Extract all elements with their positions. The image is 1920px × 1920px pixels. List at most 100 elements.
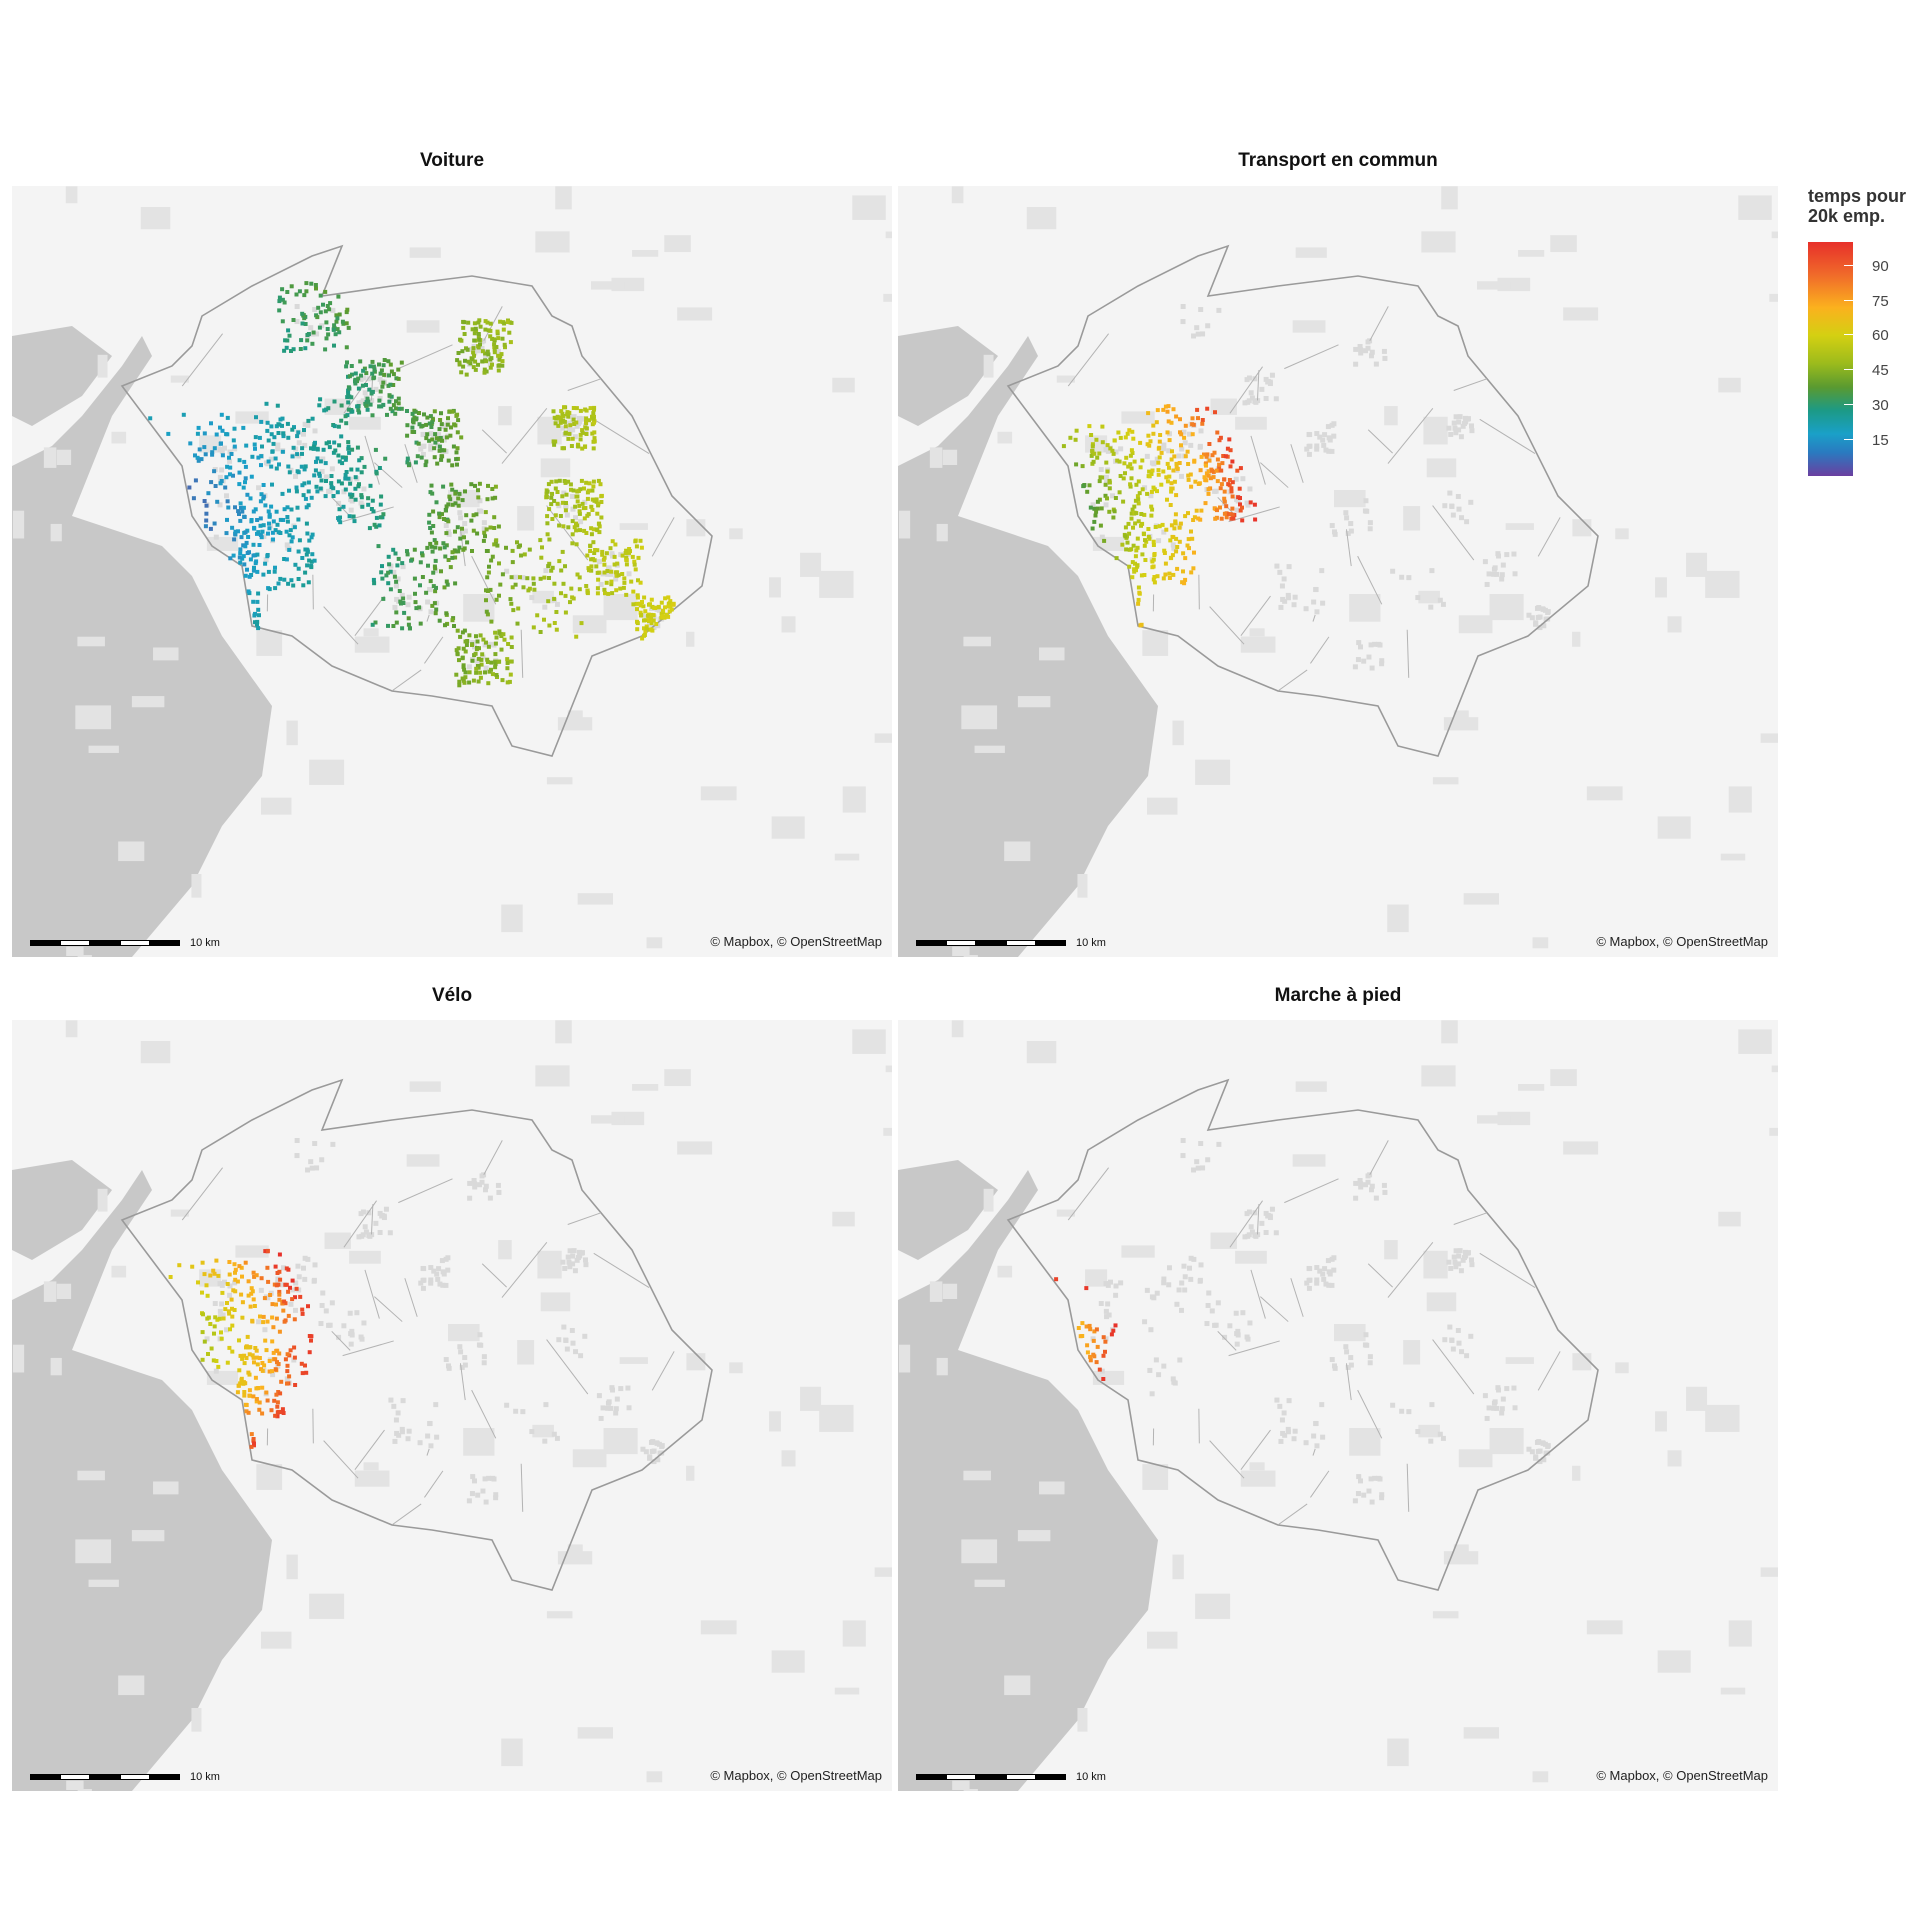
accessibility-cell	[212, 521, 217, 526]
accessibility-cell	[515, 540, 519, 545]
built-up-cell	[1320, 1434, 1326, 1440]
accessibility-cell	[281, 1308, 286, 1313]
accessibility-cell	[460, 655, 465, 660]
urban-area	[1572, 1465, 1581, 1481]
map-transport-en-commun[interactable]: 10 km © Mapbox, © OpenStreetMap	[898, 186, 1778, 957]
built-up-cell	[434, 1271, 440, 1277]
built-up-cell	[625, 1385, 631, 1391]
built-up-cell	[1442, 1337, 1448, 1343]
built-up-cell	[1188, 1255, 1194, 1261]
commune-boundary	[1369, 1140, 1389, 1175]
accessibility-cell	[612, 554, 617, 559]
accessibility-cell	[622, 580, 627, 585]
urban-area	[1387, 1738, 1409, 1767]
accessibility-cell	[594, 497, 599, 502]
built-up-cell	[1161, 446, 1167, 452]
urban-area	[1728, 786, 1752, 813]
accessibility-cell	[377, 466, 382, 470]
accessibility-cell	[359, 373, 363, 378]
accessibility-cell	[456, 418, 461, 423]
accessibility-cell	[479, 662, 484, 667]
accessibility-cell	[1149, 489, 1154, 494]
accessibility-cell	[452, 624, 456, 628]
accessibility-cell	[272, 569, 277, 574]
accessibility-cell	[355, 404, 360, 409]
built-up-cell	[1259, 1220, 1265, 1226]
accessibility-cell	[1125, 431, 1130, 436]
built-up-cell	[263, 460, 269, 466]
built-up-cell	[305, 1256, 311, 1262]
built-up-cell	[504, 568, 510, 574]
accessibility-cell	[351, 514, 356, 519]
built-up-cell	[570, 1261, 576, 1267]
accessibility-cell	[391, 624, 396, 628]
accessibility-cell	[356, 386, 361, 391]
accessibility-cell	[313, 440, 317, 445]
built-up-cell	[482, 1476, 488, 1482]
accessibility-cell	[270, 1315, 275, 1320]
accessibility-cell	[370, 413, 375, 418]
accessibility-cell	[667, 609, 672, 614]
accessibility-cell	[254, 1348, 259, 1353]
accessibility-cell	[1129, 448, 1134, 453]
accessibility-cell	[464, 643, 469, 647]
accessibility-cell	[574, 406, 579, 411]
accessibility-cell	[575, 572, 580, 577]
accessibility-cell	[1149, 513, 1154, 518]
accessibility-cell	[1142, 573, 1147, 577]
accessibility-cell	[1186, 511, 1190, 516]
accessibility-cell	[260, 444, 264, 449]
accessibility-cell	[442, 448, 447, 453]
accessibility-cell	[546, 564, 551, 569]
built-up-cell	[440, 1282, 446, 1288]
accessibility-cell	[353, 377, 358, 382]
accessibility-cell	[575, 499, 580, 504]
accessibility-cell	[304, 281, 309, 286]
accessibility-cell	[225, 517, 229, 522]
accessibility-cell	[463, 670, 468, 675]
urban-area	[963, 636, 991, 647]
accessibility-cell	[1230, 480, 1235, 485]
accessibility-cell	[474, 647, 479, 652]
built-up-cell	[1249, 1229, 1255, 1235]
built-up-cell	[566, 425, 572, 431]
accessibility-cell	[454, 450, 459, 455]
accessibility-cell	[445, 582, 450, 587]
built-up-cell	[436, 432, 442, 438]
accessibility-cell	[1213, 410, 1217, 415]
urban-area	[97, 1188, 108, 1212]
map-velo[interactable]: 10 km © Mapbox, © OpenStreetMap	[12, 1020, 892, 1791]
built-up-cell	[1244, 500, 1250, 506]
accessibility-cell	[1155, 408, 1160, 413]
accessibility-cell	[252, 525, 257, 530]
accessibility-cell	[453, 529, 457, 534]
accessibility-cell	[277, 1252, 282, 1257]
built-up-cell	[1314, 1265, 1320, 1271]
accessibility-cell	[1088, 1327, 1093, 1332]
accessibility-cell	[1152, 575, 1157, 579]
built-up-cell	[1465, 1250, 1471, 1256]
built-up-cell	[383, 1206, 389, 1212]
accessibility-cell	[472, 338, 477, 343]
accessibility-cell	[457, 360, 462, 365]
accessibility-cell	[471, 365, 476, 370]
accessibility-cell	[391, 403, 396, 408]
accessibility-cell	[553, 421, 558, 426]
built-up-cell	[1353, 1195, 1359, 1201]
map-voiture[interactable]: 10 km © Mapbox, © OpenStreetMap	[12, 186, 892, 957]
accessibility-cell	[438, 418, 443, 422]
commune-boundary	[459, 1363, 466, 1401]
built-up-cell	[1322, 432, 1328, 438]
accessibility-cell	[482, 370, 487, 375]
built-up-cell	[554, 1435, 560, 1441]
accessibility-cell	[280, 423, 284, 428]
map-marche-a-pied[interactable]: 10 km © Mapbox, © OpenStreetMap	[898, 1020, 1778, 1791]
built-up-cell	[443, 523, 449, 529]
accessibility-cell	[1167, 438, 1172, 443]
accessibility-cell	[200, 1330, 205, 1335]
accessibility-cell	[306, 1304, 310, 1309]
accessibility-cell	[1107, 480, 1112, 485]
accessibility-cell	[270, 482, 274, 487]
accessibility-cell	[1206, 473, 1211, 478]
accessibility-cell	[458, 536, 463, 541]
